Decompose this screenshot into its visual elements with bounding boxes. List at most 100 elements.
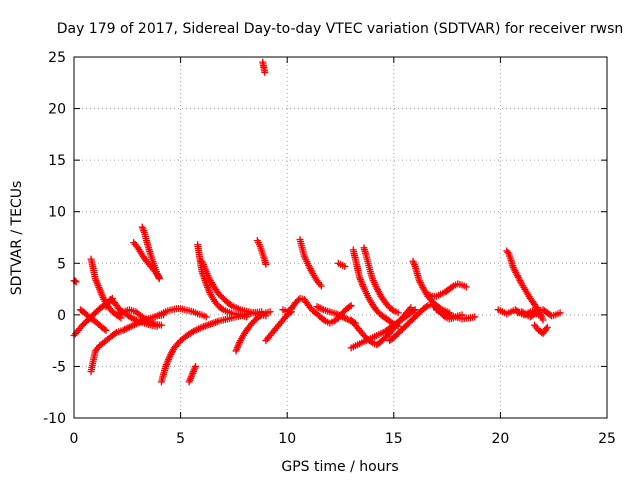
series-track-12 [185, 362, 200, 386]
x-tick-label: 25 [598, 431, 616, 447]
series-track-04 [87, 255, 125, 322]
x-axis-label: GPS time / hours [281, 459, 398, 475]
data-point [148, 319, 156, 327]
data-point [471, 313, 479, 321]
data-point [121, 326, 129, 334]
data-point [114, 310, 122, 318]
data-point [346, 303, 354, 311]
series-track-19 [296, 236, 325, 290]
x-tick-label: 20 [491, 431, 509, 447]
data-point [157, 321, 165, 329]
y-tick-label: -5 [52, 359, 66, 375]
data-point [119, 326, 127, 334]
data-point [313, 303, 321, 311]
data-point [422, 303, 430, 311]
series-track-10 [151, 305, 210, 321]
data-point [347, 302, 355, 310]
data-point [124, 324, 132, 332]
y-axis-label: SDTVAR / TECUs [9, 181, 25, 296]
series-track-18 [262, 308, 295, 345]
series-track-30 [432, 306, 479, 323]
ticks-layer: 0 5 10 15 20 25 -10 -5 0 5 10 15 20 25 [43, 50, 616, 447]
data-point [335, 311, 343, 319]
series-track-29 [424, 280, 470, 300]
data-point [342, 314, 350, 322]
data-point [533, 308, 541, 316]
data-point [226, 301, 234, 309]
series-track-22 [334, 259, 349, 270]
y-tick-label: 25 [48, 50, 66, 66]
series-track-11 [157, 308, 266, 386]
data-point [407, 304, 415, 312]
data-point [539, 316, 547, 324]
data-point [71, 277, 79, 285]
series-track-15 [232, 308, 274, 355]
data-point [504, 248, 512, 256]
y-tick-label: 20 [48, 102, 66, 118]
data-point [256, 312, 264, 320]
y-tick-label: 0 [57, 308, 66, 324]
data-point [116, 309, 124, 317]
series-track-13 [194, 241, 251, 321]
chart-title: Day 179 of 2017, Sidereal Day-to-day VTE… [57, 21, 624, 37]
data-point [155, 275, 163, 283]
data-point [320, 316, 328, 324]
series-track-01 [70, 277, 80, 286]
data-point [448, 283, 456, 291]
data-point [318, 305, 326, 313]
points-layer [70, 58, 564, 386]
data-point [367, 338, 375, 346]
data-point [334, 311, 342, 319]
data-point [437, 308, 445, 316]
data-point [261, 68, 269, 76]
data-point [146, 318, 154, 326]
data-point [341, 262, 349, 270]
data-point [129, 315, 137, 323]
data-point [432, 306, 440, 314]
data-point [394, 309, 402, 317]
y-tick-label: 5 [57, 256, 66, 272]
data-point [113, 311, 121, 319]
data-point [436, 307, 444, 315]
data-point [543, 323, 551, 331]
data-point [339, 313, 347, 321]
data-point [218, 305, 226, 313]
data-point [101, 325, 109, 333]
series-track-33 [513, 306, 564, 321]
data-point [462, 283, 470, 291]
series-track-34 [531, 321, 551, 337]
data-point [332, 310, 340, 318]
plot-frame [73, 56, 608, 419]
series-track-21 [313, 303, 359, 327]
x-tick-label: 5 [176, 431, 185, 447]
data-point [434, 306, 442, 314]
data-point [266, 308, 274, 316]
series-track-26 [360, 244, 402, 317]
series-track-07 [113, 306, 165, 329]
data-point [521, 310, 529, 318]
data-point [102, 326, 110, 334]
grid-layer [74, 57, 607, 418]
series-track-16 [253, 237, 270, 268]
data-point [340, 314, 348, 322]
data-point [122, 325, 130, 333]
data-point [343, 315, 351, 323]
y-tick-label: 10 [48, 205, 66, 221]
data-point [128, 314, 136, 322]
data-point [337, 312, 345, 320]
data-point [202, 313, 210, 321]
data-point [132, 316, 140, 324]
data-point [131, 315, 139, 323]
data-point [192, 362, 200, 370]
data-point [316, 304, 324, 312]
series-track-25 [347, 304, 415, 349]
data-point [556, 309, 564, 317]
data-point [262, 260, 270, 268]
data-point [410, 261, 418, 269]
x-tick-label: 15 [385, 431, 403, 447]
y-tick-label: -10 [43, 411, 66, 427]
series-track-17 [259, 58, 269, 76]
series-track-09 [138, 223, 163, 283]
series-track-03 [76, 306, 110, 334]
